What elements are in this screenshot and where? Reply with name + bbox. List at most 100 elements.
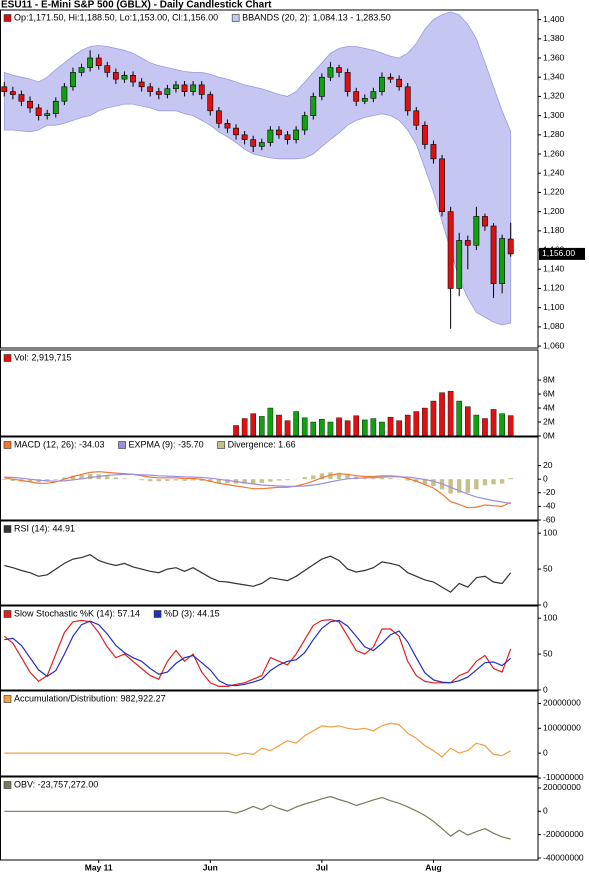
candle-body (482, 216, 488, 227)
candle-body (430, 144, 437, 160)
candle-body (361, 98, 368, 102)
divergence-bar (27, 479, 33, 482)
volume-bar (464, 406, 471, 436)
y-tick-label: 1,200 (543, 206, 565, 216)
divergence-bar (336, 472, 342, 480)
volume-bar (404, 414, 411, 436)
panel-frame (0, 520, 539, 606)
candle-body (447, 211, 454, 289)
volume-bar (396, 420, 402, 436)
divergence-bar (448, 479, 453, 494)
volume-bar (241, 418, 248, 436)
y-tick-label: 1,400 (543, 14, 565, 24)
candle-body (507, 238, 514, 255)
legend-label: Vol: 2,919,715 (14, 352, 72, 362)
candle-body (499, 238, 506, 284)
panel-plot (3, 618, 512, 687)
candle-body (181, 84, 188, 92)
candle-body (490, 225, 497, 284)
candle-body (130, 74, 136, 83)
divergence-bar (302, 477, 307, 480)
x-tick-label: May 11 (85, 862, 113, 872)
candle-body (344, 72, 351, 92)
divergence-bar (311, 475, 316, 480)
legend-swatch (3, 354, 12, 362)
candle-body (27, 100, 33, 109)
y-tick-label: 1,360 (543, 52, 565, 62)
y-tick-label: -10000000 (543, 772, 584, 782)
candle-body (421, 124, 428, 145)
volume-bar (353, 415, 360, 436)
y-tick-label: 100 (543, 612, 557, 622)
candle-body (404, 86, 411, 112)
x-tick-label: Aug (425, 862, 442, 872)
volume-bar (250, 413, 257, 436)
y-tick-label: 1,300 (543, 110, 565, 120)
candle-body (276, 129, 282, 136)
y-tick-label: 2M (543, 416, 555, 426)
legend-swatch (3, 14, 12, 22)
divergence-bar (242, 479, 247, 484)
price-label: 1,156.00 (542, 248, 575, 258)
price-box (539, 247, 585, 260)
volume-bar (473, 414, 480, 436)
y-tick-label: 0 (543, 473, 548, 483)
legend-label: Slow Stochastic %K (14): 57.14 (14, 608, 140, 618)
divergence-bar (474, 479, 479, 490)
y-tick-label: -40 (543, 501, 556, 511)
divergence-bar (328, 472, 333, 480)
y-tick-label: 20000000 (543, 782, 581, 792)
divergence-bar (285, 479, 290, 481)
candle-body (233, 127, 239, 136)
candle-body (35, 107, 42, 116)
divergence-bar (182, 479, 187, 481)
volume-bar (310, 421, 317, 436)
candle-body (147, 86, 154, 92)
divergence-bar (276, 479, 282, 481)
series-line (4, 473, 511, 505)
volume-bar (447, 391, 454, 436)
x-tick-label: Jun (203, 862, 218, 872)
candle-body (95, 57, 102, 66)
candle-body (61, 86, 68, 102)
y-tick-label: 1,380 (543, 33, 565, 43)
divergence-bar (388, 478, 393, 480)
legend-label: BBANDS (20, 2): 1,084.13 - 1,283.50 (242, 12, 391, 22)
volume-bar (344, 420, 351, 436)
candle-body (310, 96, 317, 116)
legend-label: Divergence: 1.66 (228, 439, 296, 449)
candle-body (250, 139, 257, 147)
divergence-bar (491, 479, 496, 485)
divergence-bar (216, 479, 222, 484)
y-tick-label: -40000000 (543, 852, 584, 862)
volume-bar (319, 419, 325, 436)
candle-body (353, 91, 360, 102)
y-tick-label: 0 (543, 599, 548, 609)
candle-body (121, 74, 128, 80)
divergence-bar (508, 478, 513, 480)
divergence-bar (156, 479, 161, 482)
volume-bar (267, 407, 274, 436)
divergence-bar (259, 479, 264, 483)
divergence-bar (199, 479, 204, 481)
legend-swatch (217, 441, 225, 449)
volume-bar (293, 411, 299, 436)
legend-label: %D (3): 44.15 (164, 608, 220, 618)
y-tick-label: 8M (543, 374, 555, 384)
legend-swatch (3, 781, 12, 789)
candle-body (87, 57, 94, 68)
candle-body (198, 84, 205, 95)
y-tick-label: -60 (543, 514, 556, 524)
divergence-bar (2, 479, 7, 480)
volume-bar (233, 425, 239, 436)
divergence-bar (87, 474, 93, 480)
volume-bar (490, 409, 497, 436)
legend-swatch (153, 610, 162, 618)
y-tick-label: 1,320 (543, 91, 565, 101)
candle-body (18, 94, 25, 102)
legend-label: Op:1,171.50, Hi:1,188.50, Lo:1,153.00, C… (14, 12, 218, 22)
candle-body (473, 216, 480, 246)
volume-bar (413, 411, 420, 436)
divergence-bar (251, 479, 256, 484)
